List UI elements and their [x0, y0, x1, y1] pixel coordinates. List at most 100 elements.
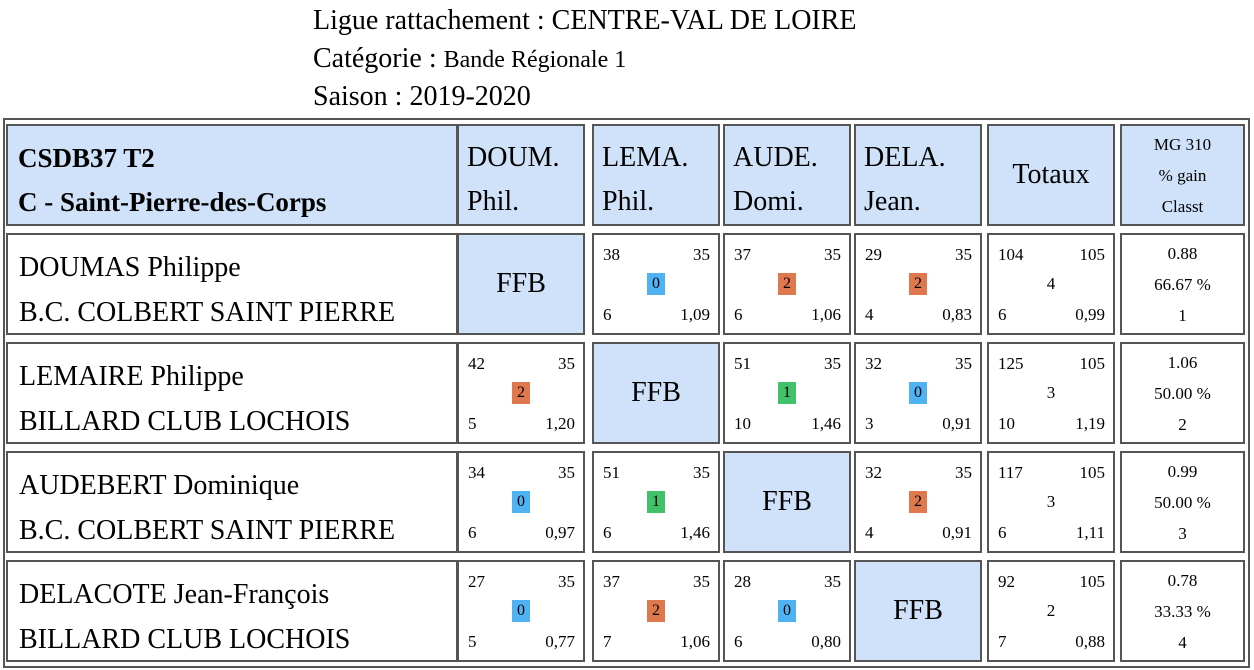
match-points: 37: [603, 572, 620, 591]
match-cell: 32 35 2 4 0,91: [854, 451, 982, 553]
match-distance: 35: [693, 463, 710, 482]
match-cell: 28 35 0 6 0,80: [723, 560, 851, 662]
match-average: 0,91: [942, 414, 972, 433]
match-points: 42: [468, 354, 485, 373]
mg-header-label: MG 310: [1153, 134, 1212, 154]
match-distance: 35: [558, 572, 575, 591]
match-result-badge: 0: [647, 273, 665, 295]
ligue-value: CENTRE-VAL DE LOIRE: [551, 5, 857, 36]
ranking: 2: [1178, 414, 1187, 434]
categorie-label: Catégorie :: [313, 43, 437, 74]
match-result-badge: 0: [512, 600, 530, 622]
self-match-cell: FFB: [457, 233, 585, 335]
mg-value: 0.99: [1167, 461, 1198, 481]
player-club: B.C. COLBERT SAINT PIERRE: [19, 515, 396, 546]
match-innings: 6: [603, 305, 612, 324]
self-match-cell: FFB: [723, 451, 851, 553]
match-points: 32: [865, 463, 882, 482]
results-table: CSDB37 T2 C - Saint-Pierre-des-Corps DOUM.…: [3, 118, 1250, 668]
column-header-surname: DELA.: [864, 142, 946, 173]
match-innings: 3: [865, 414, 874, 433]
mg-value: 0.88: [1167, 243, 1198, 263]
player-cell: LEMAIRE Philippe BILLARD CLUB LOCHOIS: [6, 342, 458, 444]
match-points: 29: [865, 245, 882, 264]
gain-percent: 50.00 %: [1154, 383, 1211, 403]
gain-percent: 66.67 %: [1154, 274, 1211, 294]
saison-value: 2019-2020: [409, 81, 531, 112]
match-innings: 7: [603, 632, 612, 651]
match-innings: 10: [734, 414, 751, 433]
column-header-surname: AUDE.: [733, 142, 818, 173]
totals-cell: 104 105 4 6 0,99: [987, 233, 1115, 335]
match-points: 27: [468, 572, 485, 591]
match-innings: 6: [603, 523, 612, 542]
totals-points: 125: [998, 354, 1024, 373]
player-cell: AUDEBERT Dominique B.C. COLBERT SAINT PIE…: [6, 451, 458, 553]
player-cell: DOUMAS Philippe B.C. COLBERT SAINT PIERRE: [6, 233, 458, 335]
totals-result: 3: [1046, 492, 1056, 511]
match-innings: 5: [468, 632, 477, 651]
column-header-player: DELA. Jean.: [854, 124, 982, 226]
match-result-badge: 1: [647, 491, 665, 513]
totals-innings: 6: [998, 523, 1007, 542]
match-distance: 35: [693, 572, 710, 591]
totals-points: 104: [998, 245, 1024, 264]
totals-header: Totaux: [987, 124, 1115, 226]
self-match-cell: FFB: [592, 342, 720, 444]
totals-innings: 6: [998, 305, 1007, 324]
match-average: 1,06: [680, 632, 710, 651]
categorie-line: Catégorie : Bande Régionale 1: [313, 40, 626, 79]
ligue-label: Ligue rattachement :: [313, 5, 545, 36]
mg-header-label: Classt: [1161, 196, 1204, 216]
player-name: DOUMAS Philippe: [19, 252, 241, 283]
mg-cell: 0.88 66.67 % 1: [1120, 233, 1245, 335]
totals-innings: 10: [998, 414, 1015, 433]
totals-average: 0,99: [1075, 305, 1105, 324]
player-name: LEMAIRE Philippe: [19, 361, 244, 392]
match-result-badge: 2: [512, 382, 530, 404]
mg-value: 1.06: [1167, 352, 1198, 372]
match-average: 1,20: [545, 414, 575, 433]
player-club: BILLARD CLUB LOCHOIS: [19, 406, 351, 437]
match-cell: 27 35 0 5 0,77: [457, 560, 585, 662]
totals-average: 0,88: [1075, 632, 1105, 651]
match-distance: 35: [955, 463, 972, 482]
match-average: 0,97: [545, 523, 575, 542]
ranking: 4: [1178, 632, 1187, 652]
match-result-badge: 2: [909, 273, 927, 295]
gain-percent: 50.00 %: [1154, 492, 1211, 512]
totals-cell: 125 105 3 10 1,19: [987, 342, 1115, 444]
column-header-player: DOUM. Phil.: [457, 124, 585, 226]
totals-result: 4: [1046, 274, 1056, 293]
self-match-cell: FFB: [854, 560, 982, 662]
match-distance: 35: [955, 354, 972, 373]
totals-cell: 117 105 3 6 1,11: [987, 451, 1115, 553]
team-name: C - Saint-Pierre-des-Corps: [18, 187, 327, 217]
match-average: 1,06: [811, 305, 841, 324]
match-points: 28: [734, 572, 751, 591]
match-cell: 29 35 2 4 0,83: [854, 233, 982, 335]
match-distance: 35: [824, 245, 841, 264]
match-cell: 37 35 2 7 1,06: [592, 560, 720, 662]
totals-points: 117: [998, 463, 1023, 482]
match-points: 38: [603, 245, 620, 264]
match-result-badge: 0: [778, 600, 796, 622]
match-innings: 6: [468, 523, 477, 542]
column-header-surname: LEMA.: [602, 142, 689, 173]
match-cell: 34 35 0 6 0,97: [457, 451, 585, 553]
mg-cell: 0.99 50.00 % 3: [1120, 451, 1245, 553]
match-cell: 32 35 0 3 0,91: [854, 342, 982, 444]
team-header-cell: CSDB37 T2 C - Saint-Pierre-des-Corps: [6, 124, 458, 226]
match-cell: 51 35 1 6 1,46: [592, 451, 720, 553]
match-result-badge: 2: [909, 491, 927, 513]
match-distance: 35: [558, 354, 575, 373]
player-name: DELACOTE Jean-François: [19, 579, 330, 610]
mg-header: MG 310 % gain Classt: [1120, 124, 1245, 226]
column-header-firstname: Phil.: [467, 186, 520, 217]
gain-percent: 33.33 %: [1154, 601, 1211, 621]
mg-value: 0.78: [1167, 570, 1198, 590]
player-cell: DELACOTE Jean-François BILLARD CLUB LOCHO…: [6, 560, 458, 662]
match-innings: 4: [865, 523, 874, 542]
match-innings: 4: [865, 305, 874, 324]
match-innings: 6: [734, 632, 743, 651]
